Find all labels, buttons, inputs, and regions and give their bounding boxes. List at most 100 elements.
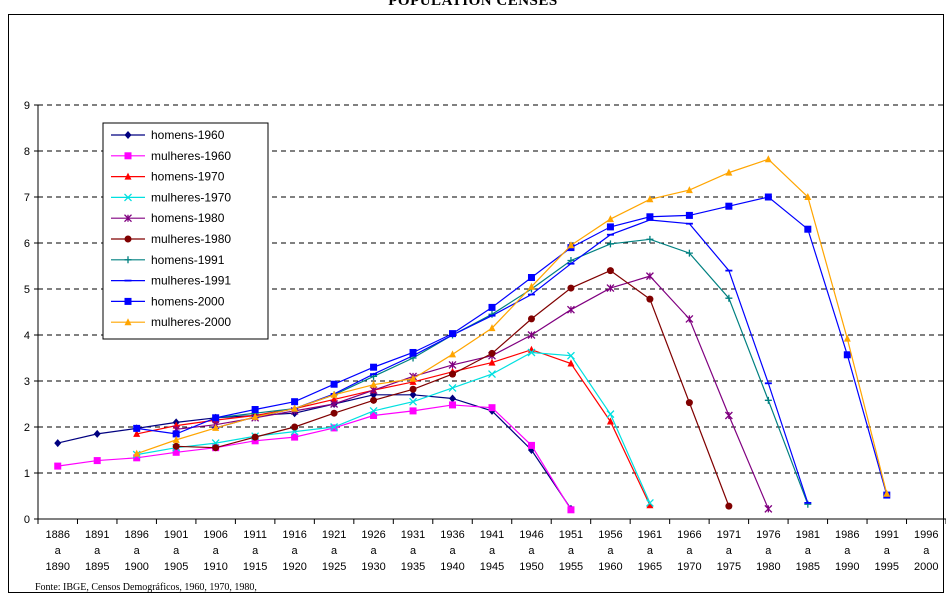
y-tick-label: 0: [24, 514, 30, 526]
data-point-mulheres-1980: [172, 442, 180, 450]
data-point-homens-2000: [725, 202, 733, 210]
x-tick-label: 1995: [875, 561, 899, 573]
x-tick-label: 1976: [756, 529, 780, 541]
x-tick-label: 1981: [796, 529, 820, 541]
data-point-mulheres-1960: [54, 462, 62, 470]
x-tick-label: 1946: [519, 529, 543, 541]
data-point-homens-2000: [646, 213, 654, 221]
data-point-homens-2000: [764, 193, 772, 201]
x-tick-label: 1921: [322, 529, 346, 541]
x-tick-label: 1971: [717, 529, 741, 541]
data-point-mulheres-2000: [251, 412, 259, 420]
data-point-homens-1970: [330, 395, 338, 403]
legend-marker: [124, 214, 132, 223]
legend-marker: [124, 193, 132, 202]
data-point-homens-2000: [843, 351, 851, 359]
y-tick-label: 1: [24, 468, 30, 480]
data-point-mulheres-1960: [172, 448, 180, 456]
data-point-mulheres-1970: [566, 351, 575, 360]
legend-marker: [124, 152, 132, 160]
data-point-homens-1980: [645, 272, 654, 281]
x-tick-label: 1891: [85, 529, 109, 541]
data-point-homens-1980: [685, 314, 694, 323]
data-point-mulheres-1960: [370, 412, 378, 419]
series-line-homens-1980: [176, 275, 769, 510]
x-tick-label: 1886: [45, 529, 69, 541]
x-tick-label: 1955: [559, 561, 583, 573]
data-point-homens-1991: [646, 235, 654, 243]
data-point-mulheres-2000: [883, 489, 891, 497]
x-tick-label: 1910: [203, 561, 227, 573]
legend-label: mulheres-2000: [151, 315, 231, 329]
data-point-mulheres-1960: [449, 401, 457, 409]
x-tick-label: 1900: [124, 561, 148, 573]
series-line-homens-1991: [215, 238, 809, 505]
x-tick-label: a: [173, 545, 180, 557]
x-tick-label: 1895: [85, 561, 109, 573]
y-tick-label: 5: [24, 284, 30, 296]
x-tick-label: a: [371, 545, 378, 557]
data-point-mulheres-1980: [291, 423, 299, 431]
data-point-mulheres-2000: [409, 374, 417, 382]
data-point-mulheres-1980: [685, 399, 693, 407]
data-point-mulheres-1960: [93, 457, 101, 465]
legend-marker: [124, 318, 132, 326]
data-point-mulheres-1980: [646, 295, 654, 303]
y-tick-label: 2: [24, 422, 30, 434]
legend-marker: [124, 297, 132, 305]
x-tick-label: 1925: [322, 561, 346, 573]
x-tick-label: a: [410, 545, 417, 557]
data-point-mulheres-1980: [330, 409, 338, 417]
x-tick-label: 1936: [440, 529, 464, 541]
data-point-homens-2000: [291, 398, 299, 406]
legend-marker: [124, 131, 132, 139]
data-point-homens-2000: [804, 225, 812, 233]
x-tick-label: a: [568, 545, 575, 557]
x-tick-label: 1986: [835, 529, 859, 541]
data-point-mulheres-1970: [488, 370, 496, 379]
legend-marker: [124, 235, 132, 243]
x-tick-label: 1915: [243, 561, 267, 573]
data-point-mulheres-1970: [527, 348, 536, 357]
x-tick-label: 1990: [835, 561, 859, 573]
data-point-mulheres-2000: [685, 186, 693, 194]
x-tick-label: a: [449, 545, 456, 557]
x-tick-label: 1996: [914, 529, 938, 541]
data-point-mulheres-2000: [291, 404, 299, 412]
x-tick-label: 1911: [243, 529, 267, 541]
x-tick-label: a: [805, 545, 812, 557]
legend-label: homens-1970: [151, 170, 225, 184]
x-tick-label: a: [765, 545, 772, 557]
x-tick-label: a: [528, 545, 535, 557]
data-point-homens-1980: [764, 504, 773, 513]
y-tick-label: 4: [24, 330, 30, 342]
data-point-mulheres-1960: [527, 441, 535, 449]
x-tick-label: a: [134, 545, 141, 557]
x-tick-label: a: [686, 545, 693, 557]
data-point-homens-1991: [764, 396, 772, 404]
data-point-homens-2000: [251, 406, 259, 414]
x-tick-label: 1961: [638, 529, 662, 541]
source-note: Fonte: IBGE, Censos Demográficos, 1960, …: [35, 582, 257, 593]
data-point-mulheres-1960: [567, 506, 575, 514]
data-point-mulheres-1980: [488, 349, 496, 357]
x-tick-label: a: [923, 545, 930, 557]
data-point-homens-1980: [527, 331, 536, 339]
legend-marker: [124, 256, 132, 264]
data-point-mulheres-1980: [527, 315, 535, 323]
data-point-mulheres-2000: [804, 193, 812, 200]
data-point-mulheres-1960: [133, 454, 141, 462]
data-point-homens-2000: [488, 303, 496, 311]
legend-label: mulheres-1970: [151, 190, 231, 204]
x-tick-label: 1931: [401, 529, 425, 541]
x-tick-label: 1985: [796, 561, 820, 573]
y-tick-label: 3: [24, 376, 30, 388]
legend-label: homens-1960: [151, 128, 225, 142]
x-tick-label: 1951: [559, 529, 583, 541]
data-point-mulheres-2000: [172, 435, 180, 443]
data-point-mulheres-1980: [449, 370, 457, 378]
data-point-homens-2000: [172, 430, 180, 438]
data-point-mulheres-2000: [212, 423, 220, 431]
x-tick-label: 1980: [756, 561, 780, 573]
data-point-mulheres-1960: [409, 407, 417, 415]
